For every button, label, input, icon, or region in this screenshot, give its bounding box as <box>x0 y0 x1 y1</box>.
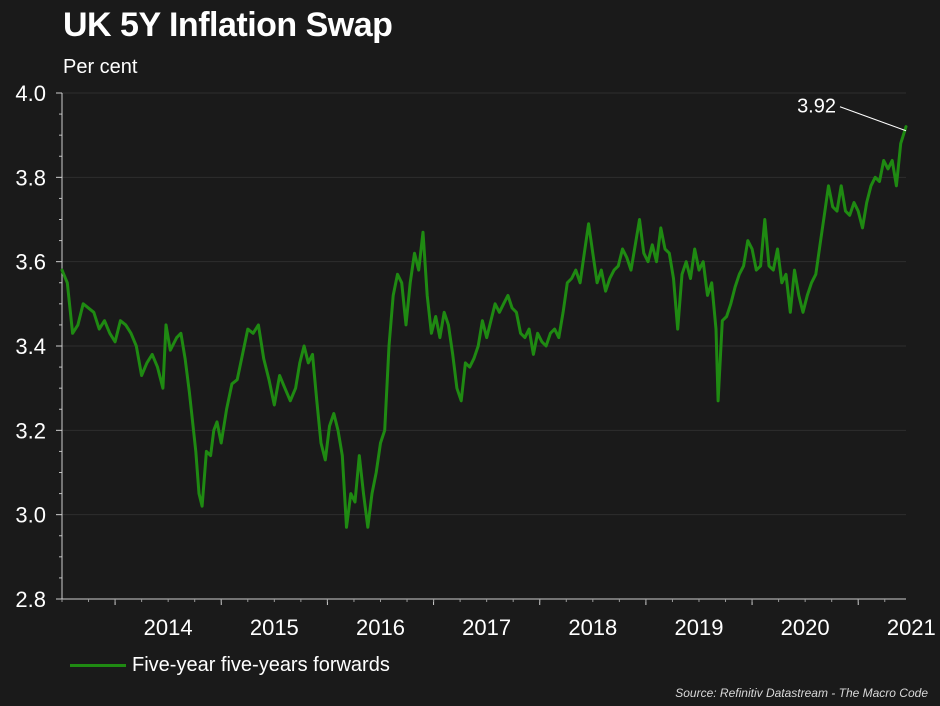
legend: Five-year five-years forwards <box>70 654 390 677</box>
axis-layer: 2.8 3.0 3.2 3.4 3.6 3.8 4.0 2014 2015 2016 2017 201… <box>15 81 935 640</box>
x-tick-label: 2017 <box>462 615 511 640</box>
grid-layer <box>62 92 906 516</box>
y-tick-label: 3.4 <box>15 334 46 359</box>
x-tick-label: 2021 <box>887 615 936 640</box>
legend-swatch <box>70 664 126 667</box>
series-layer <box>60 125 908 529</box>
x-tick-label: 2019 <box>675 615 724 640</box>
y-tick-label: 2.8 <box>15 587 46 612</box>
y-tick-label: 3.2 <box>15 418 46 443</box>
x-tick-label: 2014 <box>144 615 193 640</box>
y-tick-label: 4.0 <box>15 81 46 106</box>
series-line <box>60 125 908 529</box>
x-tick-label: 2020 <box>781 615 830 640</box>
x-tick-label: 2016 <box>356 615 405 640</box>
y-axis-label: Per cent <box>63 56 138 78</box>
annotation-leader-line <box>839 106 907 132</box>
source-note: Source: Refinitiv Datastream - The Macro… <box>675 686 928 700</box>
y-tick-label: 3.6 <box>15 250 46 275</box>
legend-label: Five-year five-years forwards <box>132 654 390 676</box>
annotation-layer: 3.92 <box>797 96 907 132</box>
y-tick-label: 3.8 <box>15 165 46 190</box>
chart-title: UK 5Y Inflation Swap <box>63 6 393 44</box>
data-label: 3.92 <box>797 96 836 118</box>
y-tick-label: 3.0 <box>15 503 46 528</box>
x-tick-label: 2015 <box>250 615 299 640</box>
x-tick-label: 2018 <box>568 615 617 640</box>
